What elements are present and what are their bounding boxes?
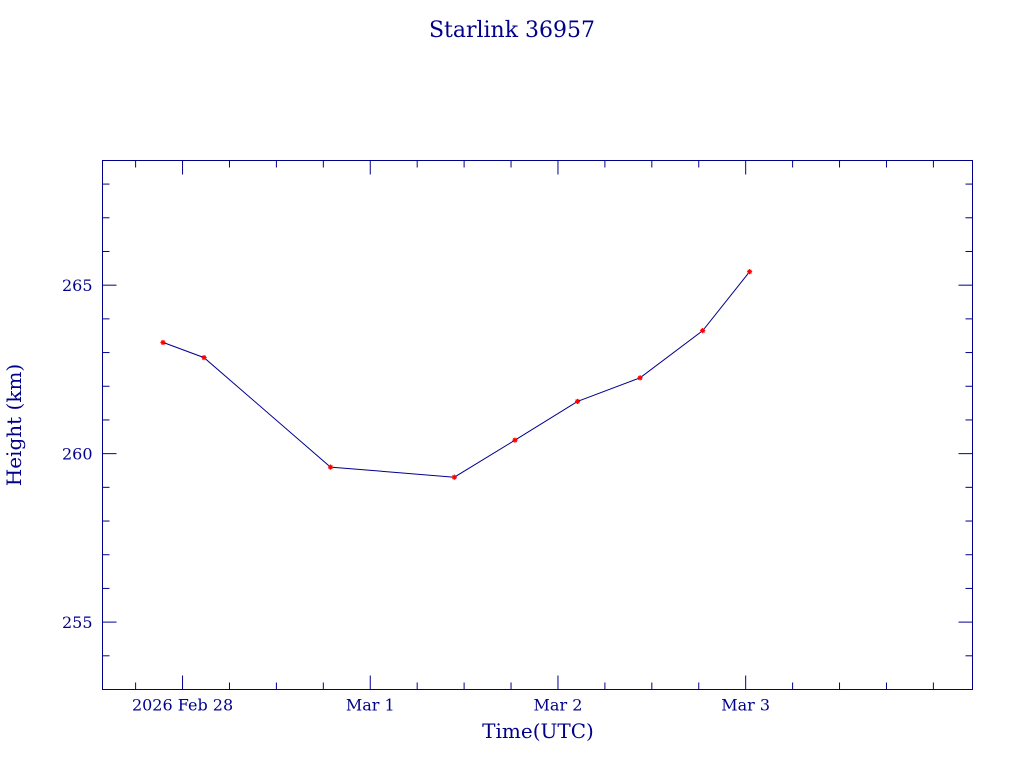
series-line	[162, 271, 750, 478]
data-point	[512, 437, 518, 443]
y-axis-label: Height (km)	[2, 364, 26, 486]
tick-labels-layer: 255 260 265 2026 Feb 28 Mar 1 Mar 2 Mar 3	[62, 276, 770, 714]
data-point	[574, 398, 581, 405]
data-point	[746, 269, 753, 275]
data-point	[637, 375, 643, 381]
plot-frame	[102, 160, 973, 690]
y-tick-label: 255	[62, 613, 93, 632]
x-tick-label: Mar 2	[534, 696, 583, 715]
data-point	[327, 464, 334, 470]
y-tick-label: 260	[62, 445, 93, 464]
data-point	[160, 339, 166, 346]
data-point	[700, 328, 706, 334]
x-tick-label: Mar 1	[346, 696, 395, 715]
ticks-layer	[102, 160, 973, 690]
x-axis-label: Time(UTC)	[482, 719, 594, 743]
y-tick-label: 265	[62, 276, 93, 295]
x-tick-label: Mar 3	[721, 696, 770, 715]
series-layer	[160, 269, 753, 480]
chart-title: Starlink 36957	[429, 18, 595, 43]
data-point	[451, 474, 457, 480]
data-point	[201, 355, 207, 361]
x-tick-label: 2026 Feb 28	[132, 696, 233, 715]
